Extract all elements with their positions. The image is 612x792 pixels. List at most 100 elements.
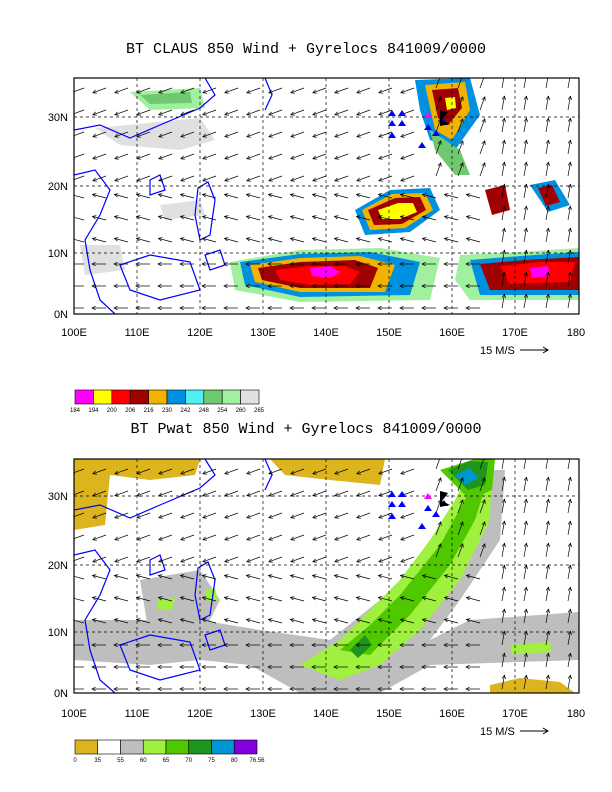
wind-vector: [356, 597, 371, 602]
wind-vector-head: [179, 237, 185, 242]
wind-vector: [92, 556, 107, 563]
wind-vector: [136, 216, 151, 221]
wind-vector: [444, 238, 459, 243]
wind-vector-head: [399, 686, 404, 692]
wind-vector-head: [333, 283, 338, 289]
top-y-axis-labels: 0N 10N 20N 30N: [48, 112, 68, 321]
wind-vector-head: [311, 215, 317, 220]
wind-vector: [435, 162, 442, 177]
wind-vector-head: [113, 686, 118, 692]
wind-vector: [422, 597, 437, 602]
wind-vector-head: [567, 205, 572, 211]
wind-vector: [202, 597, 217, 602]
wind-vector-head: [523, 498, 528, 504]
wind-vector-head: [377, 686, 382, 692]
wind-vector-head: [245, 305, 250, 311]
wind-vector-head: [481, 521, 486, 526]
wind-vector: [74, 575, 85, 580]
wind-vector-head: [245, 215, 251, 220]
wind-vector: [479, 140, 486, 155]
wind-vector-head: [443, 283, 448, 289]
wind-vector: [501, 96, 505, 111]
wind-vector: [180, 534, 195, 541]
wind-vector: [74, 216, 85, 221]
wind-vector: [246, 194, 261, 199]
wind-vector-head: [333, 574, 339, 579]
wind-vector-head: [267, 305, 272, 311]
wind-vector-head: [113, 193, 119, 198]
colorbar-label: 75: [208, 758, 215, 764]
wind-vector: [435, 459, 441, 470]
wind-vector: [136, 131, 151, 138]
wind-vector: [523, 162, 527, 177]
wind-vector-head: [523, 117, 528, 123]
wind-vector: [422, 216, 437, 221]
wind-vector-head: [202, 536, 207, 541]
wind-vector-head: [114, 133, 119, 138]
wind-vector-head: [523, 249, 528, 255]
wind-vector: [224, 194, 239, 199]
top-wind-vectors: [74, 78, 572, 311]
wind-vector: [312, 238, 327, 243]
wind-vector: [378, 238, 393, 243]
wind-vector: [479, 499, 486, 514]
wind-vector-head: [179, 261, 184, 267]
wind-vector-head: [246, 177, 251, 182]
wind-vector: [180, 238, 195, 243]
wind-vector: [312, 194, 327, 199]
wind-vector-head: [91, 261, 96, 267]
wind-vector: [290, 153, 305, 160]
wind-vector: [290, 109, 305, 116]
wind-vector-head: [400, 133, 405, 138]
wind-vector-head: [312, 536, 317, 541]
wind-vector-head: [437, 162, 442, 167]
wind-vector: [312, 216, 327, 221]
wind-vector-head: [92, 111, 97, 116]
wind-vector-head: [523, 520, 528, 526]
wind-vector: [74, 153, 85, 159]
wind-vector: [378, 175, 393, 182]
wind-vector-head: [157, 574, 163, 579]
wind-vector-head: [223, 305, 228, 311]
wind-vector: [457, 118, 464, 133]
wind-vector: [158, 87, 173, 94]
wind-vector: [444, 216, 459, 221]
wind-vector: [180, 468, 195, 475]
wind-vector-head: [378, 89, 383, 94]
wind-vector: [158, 468, 173, 475]
wind-vector: [567, 459, 571, 470]
wind-vector: [224, 468, 239, 475]
wind-vector-head: [523, 161, 528, 167]
wind-vector-head: [400, 89, 405, 94]
wind-vector-head: [268, 133, 273, 138]
wind-vector-head: [311, 574, 317, 579]
wind-vector-head: [437, 477, 442, 482]
wind-vector: [567, 653, 571, 668]
wind-vector-head: [92, 133, 97, 138]
wind-vector: [290, 194, 305, 199]
wind-vector: [312, 534, 327, 541]
wind-vector: [378, 109, 393, 116]
wind-vector: [567, 477, 571, 492]
wind-vector: [356, 468, 371, 475]
wind-vector: [246, 468, 261, 475]
wind-vector-head: [355, 686, 360, 692]
wind-vector-head: [481, 477, 486, 482]
wind-vector-head: [135, 574, 141, 579]
wind-vector: [246, 131, 261, 138]
wind-vector: [545, 521, 549, 536]
wind-vector-head: [311, 596, 317, 601]
svg-text:30N: 30N: [48, 491, 68, 503]
wind-vector-head: [523, 608, 528, 614]
wind-vector-head: [481, 162, 486, 167]
wind-vector-head: [465, 283, 470, 289]
wind-vector-head: [158, 470, 163, 475]
wind-vector: [400, 468, 415, 475]
wind-vector-head: [567, 674, 572, 680]
wind-vector-head: [545, 271, 550, 277]
wind-vector: [356, 512, 371, 519]
colorbar-label: 216: [144, 408, 155, 414]
wind-vector-head: [459, 543, 464, 548]
wind-vector: [457, 78, 463, 89]
wind-vector-head: [180, 177, 185, 182]
